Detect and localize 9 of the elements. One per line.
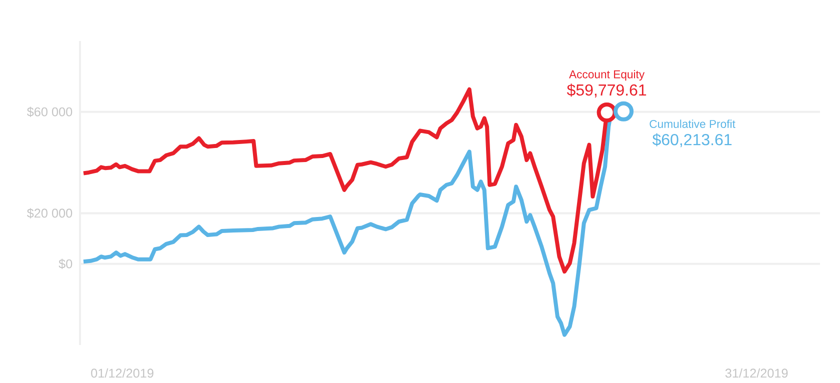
text: Cumulative Profit [650,120,736,128]
text: Account Equity [569,70,645,81]
x-tick-label: 01/12/2019 [91,368,154,378]
y-tick-label: $0 [58,258,72,270]
x-tick-label: 31/12/2019 [725,368,788,378]
y-tick-label: $20 000 [27,208,72,218]
annotation: $59,779.61 [566,84,646,98]
annotation: $60,213.61 [652,133,732,148]
y-tick-label: $60 000 [27,106,72,118]
